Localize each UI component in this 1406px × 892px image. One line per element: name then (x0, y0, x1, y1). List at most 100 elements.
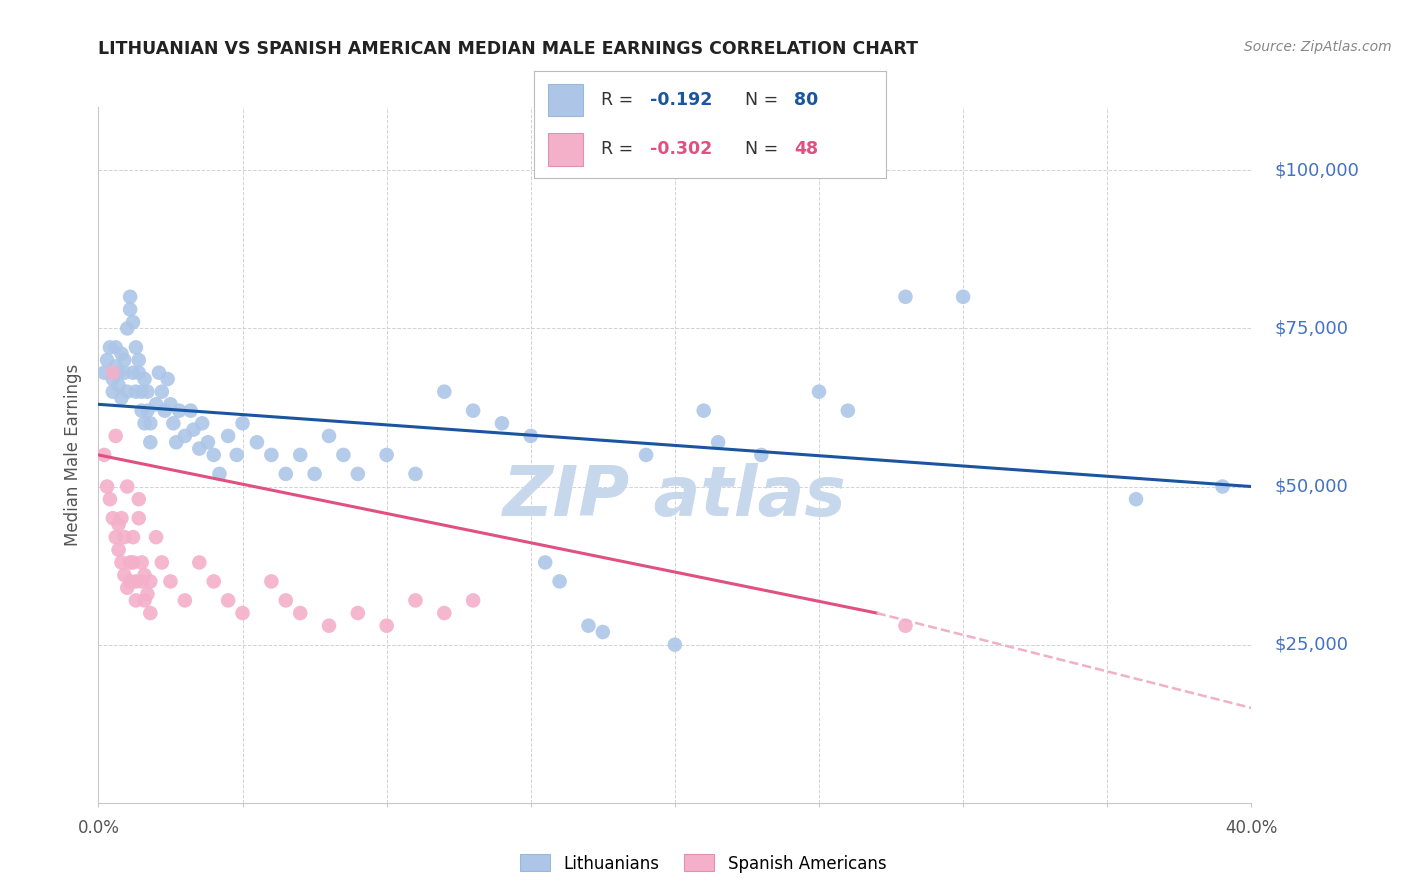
Text: R =: R = (602, 91, 638, 109)
Point (128, 511, 150, 525)
Point (491, 417, 513, 431)
Point (180, 403, 202, 417)
Point (159, 397, 181, 411)
Point (693, 403, 716, 417)
Point (107, 542, 129, 557)
Point (217, 593, 239, 607)
Point (664, 638, 686, 652)
Point (1212, 479, 1234, 493)
Text: -0.192: -0.192 (650, 91, 713, 109)
Point (433, 384, 456, 399)
Point (246, 435, 269, 450)
Point (332, 448, 354, 462)
Point (131, 384, 153, 399)
Point (461, 403, 484, 417)
Point (131, 574, 153, 589)
Text: $75,000: $75,000 (1274, 319, 1348, 337)
Point (592, 625, 614, 640)
Point (125, 574, 148, 589)
Point (217, 429, 239, 443)
Point (162, 417, 184, 431)
Point (117, 321, 138, 335)
Point (134, 372, 156, 386)
Point (165, 435, 187, 450)
Point (101, 511, 124, 525)
Text: LITHUANIAN VS SPANISH AMERICAN MEDIAN MALE EARNINGS CORRELATION CHART: LITHUANIAN VS SPANISH AMERICAN MEDIAN MA… (98, 40, 918, 58)
Point (120, 556, 142, 570)
Point (145, 530, 167, 544)
Point (136, 384, 159, 399)
Point (122, 315, 145, 329)
Text: $50,000: $50,000 (1274, 477, 1348, 496)
Text: 40.0%: 40.0% (1225, 820, 1278, 838)
Point (751, 448, 773, 462)
Point (433, 606, 456, 620)
Point (120, 302, 142, 317)
Point (134, 568, 156, 582)
Point (150, 384, 173, 399)
Text: Source: ZipAtlas.com: Source: ZipAtlas.com (1244, 40, 1392, 54)
Point (122, 366, 145, 380)
Point (128, 353, 150, 368)
Point (128, 366, 150, 380)
Text: N =: N = (745, 91, 785, 109)
Point (139, 574, 162, 589)
Point (125, 593, 148, 607)
Point (375, 618, 398, 632)
Point (405, 593, 427, 607)
FancyBboxPatch shape (548, 134, 583, 166)
Point (131, 403, 153, 417)
Point (274, 593, 297, 607)
Point (208, 467, 231, 481)
Point (98, 340, 121, 354)
Point (231, 606, 254, 620)
Point (290, 448, 312, 462)
Point (134, 417, 156, 431)
Point (1125, 492, 1147, 507)
Point (894, 290, 917, 304)
Point (110, 347, 132, 361)
Point (101, 384, 124, 399)
Point (136, 587, 159, 601)
Point (120, 290, 142, 304)
Point (318, 618, 340, 632)
Point (150, 556, 173, 570)
Point (98, 492, 121, 507)
Point (548, 574, 571, 589)
Point (894, 618, 917, 632)
Legend: Lithuanians, Spanish Americans: Lithuanians, Spanish Americans (513, 847, 893, 880)
Point (117, 384, 138, 399)
Point (290, 606, 312, 620)
Point (231, 417, 254, 431)
Point (104, 530, 127, 544)
Point (260, 574, 283, 589)
Point (159, 574, 181, 589)
Point (174, 429, 197, 443)
Point (139, 606, 162, 620)
Point (952, 290, 974, 304)
Point (104, 359, 127, 374)
Point (274, 467, 297, 481)
Point (183, 423, 205, 437)
Point (578, 618, 600, 632)
Point (202, 448, 225, 462)
Point (318, 429, 340, 443)
Point (304, 467, 326, 481)
Point (461, 593, 484, 607)
Point (145, 397, 167, 411)
Point (112, 353, 135, 368)
Point (110, 511, 132, 525)
Point (534, 556, 557, 570)
Text: ZIP atlas: ZIP atlas (503, 463, 846, 530)
Point (202, 574, 225, 589)
Point (225, 448, 247, 462)
Text: $25,000: $25,000 (1274, 636, 1348, 654)
Point (134, 593, 156, 607)
Point (636, 448, 658, 462)
Point (153, 403, 176, 417)
Point (125, 384, 148, 399)
Point (188, 556, 211, 570)
Point (101, 372, 124, 386)
Point (174, 593, 197, 607)
Point (104, 340, 127, 354)
